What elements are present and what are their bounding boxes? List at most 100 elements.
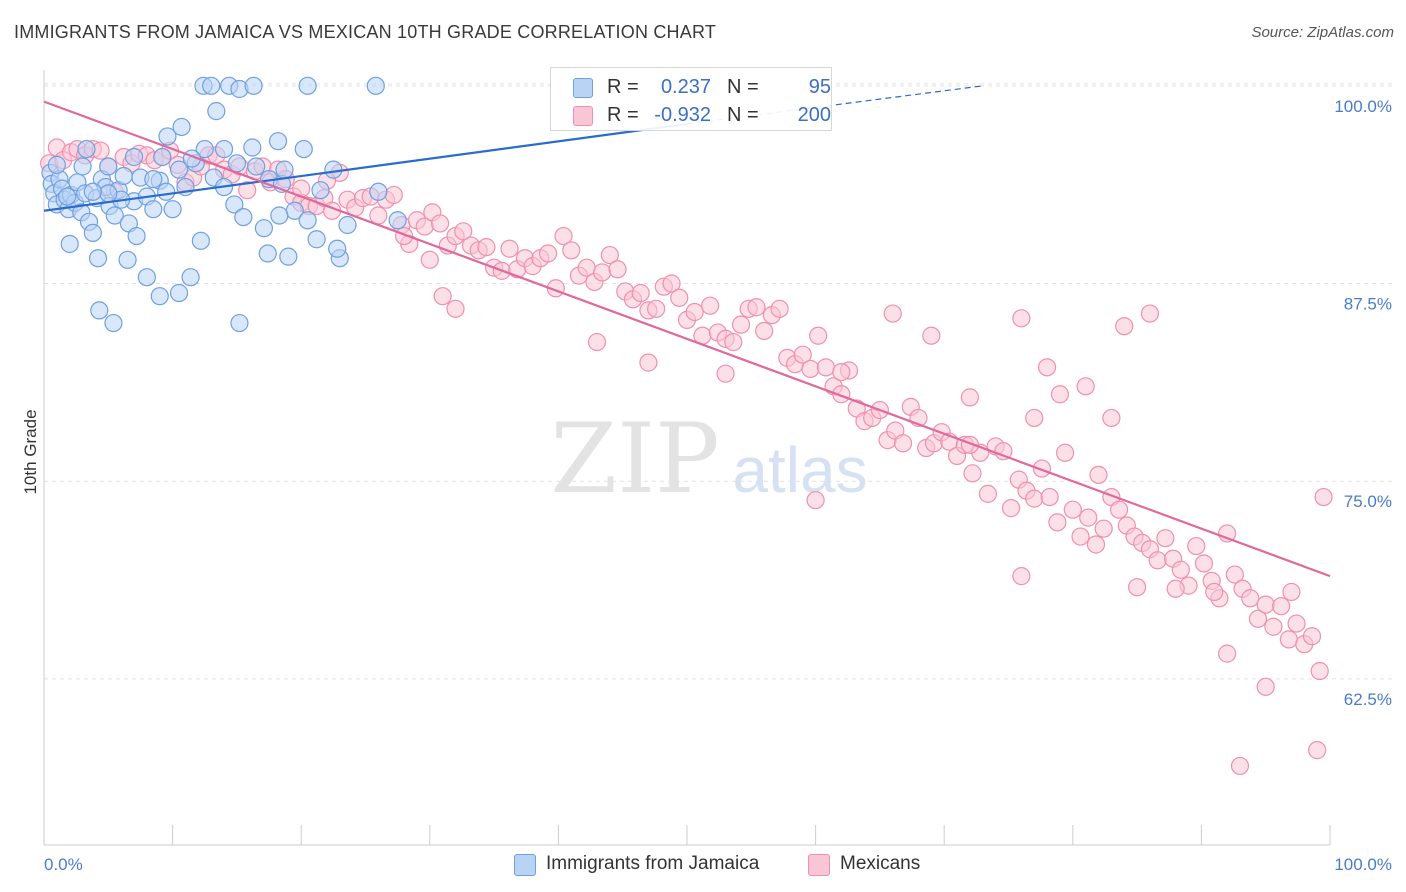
- jamaica-point: [169, 283, 189, 303]
- mexican-point: [1156, 529, 1175, 548]
- legend-label-mexican: Mexicans: [840, 853, 921, 874]
- mexican-point: [1256, 677, 1275, 696]
- jamaica-point: [298, 76, 317, 95]
- jamaica-swatch: [573, 78, 593, 98]
- mexican-point: [1012, 567, 1031, 586]
- mexican-point: [978, 484, 998, 503]
- x-tick-label: 100.0%: [1334, 855, 1392, 874]
- legend-r-label: R =: [607, 104, 639, 126]
- watermark-atlas: atlas: [732, 434, 867, 506]
- mexican-point: [1205, 582, 1224, 602]
- jamaica-point: [214, 139, 234, 159]
- mexican-point: [454, 222, 473, 241]
- legend-row-mexican: R = -0.932 N = 200: [551, 101, 831, 129]
- mexican-point: [1248, 609, 1268, 628]
- mexican-point: [647, 299, 666, 318]
- jamaica-point: [279, 247, 298, 266]
- mexican-point: [1256, 595, 1275, 614]
- mexican-point: [1171, 560, 1190, 579]
- jamaica-point: [268, 132, 288, 151]
- mexican-point: [832, 362, 851, 382]
- jamaica-point: [324, 160, 343, 179]
- mexican-point: [1040, 487, 1059, 507]
- jamaica-point: [207, 102, 226, 121]
- mexican-point: [554, 226, 573, 246]
- jamaica-point: [73, 157, 92, 176]
- jamaica-trend-line: [43, 122, 688, 212]
- mexican-point: [685, 302, 704, 322]
- mexican-point: [1314, 487, 1333, 507]
- mexican-point: [670, 288, 689, 307]
- jamaica-point: [247, 157, 266, 176]
- jamaica-point: [99, 184, 118, 203]
- mexican-point: [963, 464, 982, 483]
- legend-n-value: 95: [808, 76, 831, 98]
- y-tick-label: 75.0%: [1344, 492, 1392, 511]
- mexican-point: [1050, 385, 1070, 404]
- jamaica-point: [163, 200, 182, 219]
- jamaica-point: [99, 157, 118, 176]
- mexican-point: [562, 241, 581, 260]
- jamaica-point: [118, 250, 137, 269]
- mexican-point: [1012, 309, 1031, 328]
- mexican-point: [922, 326, 941, 345]
- jamaica-point: [105, 206, 124, 225]
- jamaica-point: [60, 234, 79, 254]
- mexican-point: [1225, 565, 1244, 584]
- jamaica-point: [77, 139, 96, 159]
- jamaica-point: [150, 287, 169, 306]
- watermark-zip: ZIP: [550, 403, 719, 515]
- series-legend: Immigrants from Jamaica Mexicans: [0, 852, 1406, 878]
- mexican-point: [1032, 459, 1052, 478]
- legend-r-value: -0.932: [654, 104, 711, 126]
- mexican-point: [1089, 465, 1108, 484]
- mexican-point: [1063, 500, 1082, 519]
- mexican-point: [420, 250, 439, 269]
- trend-lines: [43, 85, 1331, 578]
- jamaica-point: [338, 215, 357, 235]
- legend-n-value: 200: [797, 104, 831, 126]
- mexican-point: [1037, 358, 1057, 377]
- tick-labels: 62.5% 75.0% 87.5% 100.0% 0.0% 100.0%: [44, 97, 1392, 874]
- legend-label-jamaica: Immigrants from Jamaica: [546, 853, 760, 874]
- mexican-point: [1218, 644, 1237, 663]
- x-tick-label: 0.0%: [44, 855, 83, 874]
- mexican-point: [1001, 499, 1021, 518]
- legend-r-value: 0.237: [660, 76, 711, 98]
- jamaica-legend-swatch: [514, 854, 536, 876]
- mexican-point: [433, 287, 452, 306]
- jamaica-point: [191, 231, 210, 250]
- mexican-point: [1308, 741, 1327, 760]
- mexican-point: [747, 298, 766, 317]
- jamaica-point: [114, 166, 133, 186]
- mexican-point: [1282, 582, 1301, 602]
- mexican-point: [384, 185, 403, 205]
- mexican-point: [883, 304, 902, 323]
- mexican-point: [1079, 508, 1098, 527]
- mexican-point: [994, 442, 1013, 461]
- mexican-point: [1086, 535, 1106, 554]
- mexican-point: [793, 345, 812, 364]
- jamaica-point: [388, 211, 407, 230]
- mexican-point: [1102, 408, 1121, 428]
- mexican-point: [446, 299, 465, 318]
- jamaica-point: [83, 223, 102, 243]
- jamaica-point: [47, 155, 66, 174]
- jamaica-point: [195, 139, 214, 159]
- jamaica-point: [127, 226, 146, 246]
- mexican-point: [960, 388, 980, 407]
- jamaica-point: [243, 138, 262, 157]
- jamaica-point: [244, 76, 263, 95]
- jamaica-point: [225, 195, 244, 214]
- mexican-point: [806, 491, 825, 510]
- mexican-point: [369, 206, 388, 225]
- mexican-point: [593, 263, 612, 282]
- jamaica-point: [144, 170, 163, 189]
- mexican-point: [1127, 578, 1147, 597]
- mexican-legend-swatch: [808, 854, 830, 876]
- jamaica-point: [58, 187, 77, 206]
- jamaica-point: [83, 182, 102, 201]
- mexican-point: [639, 353, 658, 372]
- mexican-point: [701, 296, 720, 315]
- mexican-trend-line: [43, 100, 1331, 578]
